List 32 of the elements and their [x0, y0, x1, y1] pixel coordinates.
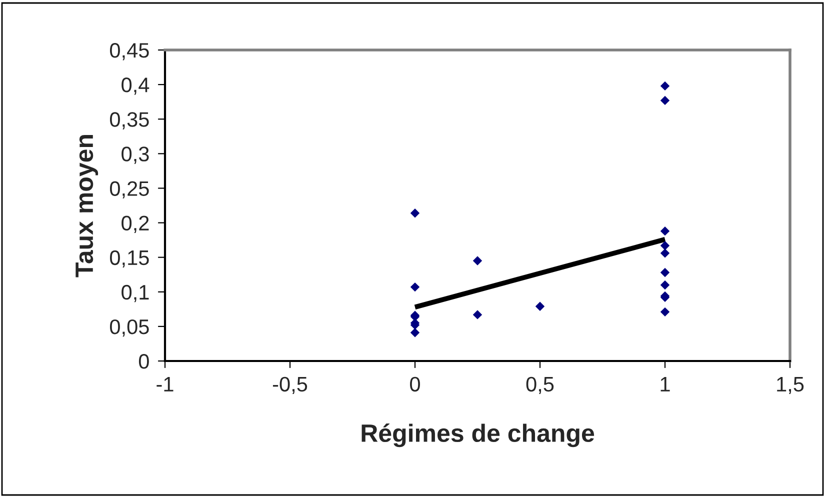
point: [660, 226, 670, 236]
y-tick-label: 0,3: [122, 146, 149, 164]
point: [660, 280, 670, 290]
y-tick-label: 0: [138, 354, 149, 369]
x-tick-label: 0: [410, 376, 420, 392]
y-tick-label: 0,15: [110, 250, 149, 268]
point: [472, 310, 482, 320]
y-tick-label: 0,45: [110, 43, 149, 60]
point: [660, 81, 670, 91]
x-tick-label: 1: [660, 377, 670, 392]
point: [535, 302, 545, 312]
y-axis-title: Taux moyen: [76, 135, 98, 278]
point: [410, 328, 420, 338]
point: [660, 96, 670, 106]
x-axis-title: Régimes de change: [362, 423, 594, 448]
y-tick-label: 0,1: [122, 284, 149, 302]
point: [660, 248, 670, 258]
x-tick-label: 1,5: [777, 377, 804, 394]
point: [410, 208, 420, 218]
y-tick-label: 0,35: [110, 112, 149, 130]
y-tick-label: 0,25: [110, 181, 149, 198]
point: [660, 240, 670, 250]
x-tick-label: -0,5: [272, 376, 308, 394]
point: [410, 282, 420, 292]
y-tick-label: 0,2: [122, 216, 149, 233]
point: [472, 256, 482, 266]
y-tick-label: 0,4: [122, 78, 150, 95]
point: [660, 268, 670, 278]
point: [660, 307, 670, 317]
x-tick-label: -1: [156, 377, 174, 392]
y-tick-label: 0,05: [110, 319, 149, 337]
x-tick-label: 0,5: [526, 376, 554, 394]
